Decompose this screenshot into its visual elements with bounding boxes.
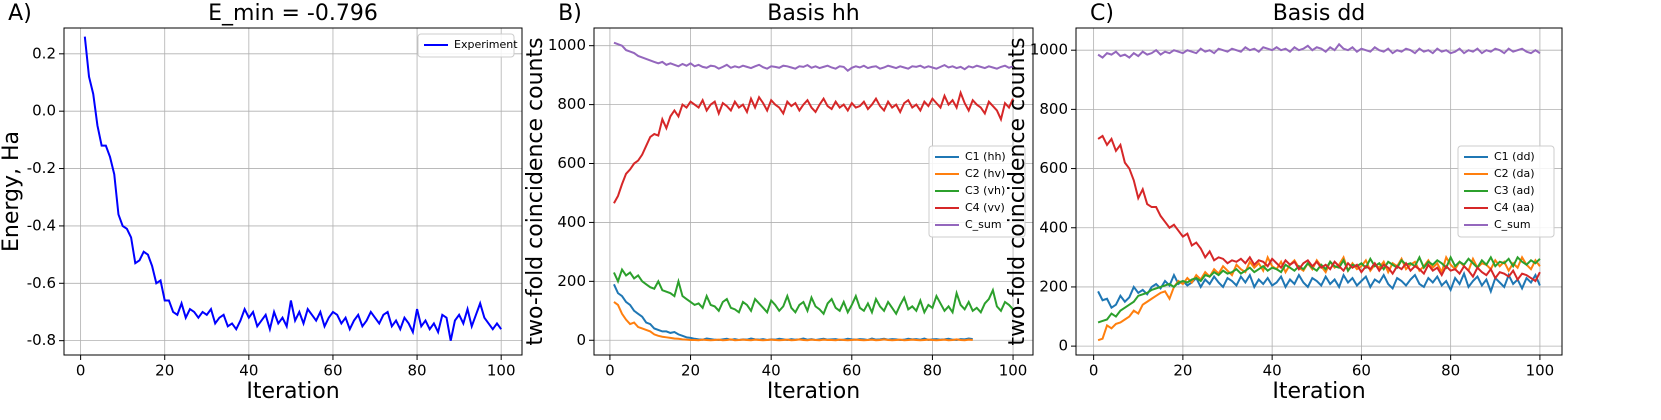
chart-title: Basis hh <box>767 1 860 26</box>
x-tick-label: 0 <box>605 362 615 380</box>
x-tick-label: 20 <box>1173 362 1192 380</box>
data-line <box>1097 270 1541 310</box>
data-line <box>613 267 1014 316</box>
x-tick-label: 40 <box>1263 362 1282 380</box>
legend-label: C2 (hv) <box>965 167 1005 180</box>
y-tick-label: 400 <box>557 213 586 231</box>
panel-label: A) <box>8 1 32 26</box>
x-tick-label: 60 <box>323 362 342 380</box>
plot-frame <box>1075 27 1563 356</box>
legend-label: C_sum <box>965 218 1002 231</box>
x-tick-label: 0 <box>76 362 86 380</box>
data-line <box>1097 254 1541 324</box>
panel-label: B) <box>558 1 582 26</box>
data-line <box>1097 42 1541 59</box>
legend-box <box>928 145 1026 238</box>
x-tick-label: 40 <box>239 362 258 380</box>
legend-label: C_sum <box>1494 218 1531 231</box>
legend-box <box>417 33 515 58</box>
y-tick-label: 400 <box>1039 218 1068 236</box>
chart-title: Basis dd <box>1273 1 1366 26</box>
legend-label: C2 (da) <box>1494 167 1534 180</box>
y-tick-label: 1000 <box>548 36 586 54</box>
x-tick-label: 20 <box>155 362 174 380</box>
legend-label: C3 (ad) <box>1494 184 1534 197</box>
legend-label: C1 (hh) <box>965 150 1006 163</box>
x-tick-label: 80 <box>923 362 942 380</box>
y-tick-label: 600 <box>557 154 586 172</box>
data-line <box>613 41 1014 73</box>
x-tick-label: 0 <box>1089 362 1099 380</box>
y-tick-label: -0.8 <box>27 331 56 349</box>
y-tick-label: 0.2 <box>32 44 56 62</box>
y-tick-label: 200 <box>1039 277 1068 295</box>
x-tick-label: 60 <box>842 362 861 380</box>
x-axis-label: Iteration <box>246 379 339 404</box>
x-axis-label: Iteration <box>767 379 860 404</box>
chart-title: E_min = -0.796 <box>208 1 378 26</box>
y-tick-label: -0.2 <box>27 159 56 177</box>
y-axis-label: two-fold coincidence counts <box>1005 37 1030 345</box>
legend: C1 (hh) C2 (hv) C3 (vh) C4 (vv) C_sum <box>928 145 1026 238</box>
y-axis-label: two-fold coincidence counts <box>523 37 548 345</box>
x-tick-label: 100 <box>999 362 1028 380</box>
x-axis-label: Iteration <box>1272 379 1365 404</box>
legend-box <box>1457 145 1555 238</box>
x-tick-label: 80 <box>408 362 427 380</box>
panel-label: C) <box>1090 1 1114 26</box>
y-tick-label: 0.0 <box>32 102 56 120</box>
data-line <box>613 89 1014 204</box>
plot-frame <box>63 27 523 356</box>
legend: C1 (dd) C2 (da) C3 (ad) C4 (aa) C_sum <box>1457 145 1555 238</box>
panel: 0 20 40 60 80 100 -0.8 -0.6 -0.4 -0.2 0.0 0.2 E_min … <box>0 1 523 404</box>
y-tick-label: 0 <box>576 331 586 349</box>
legend-label: C1 (dd) <box>1494 150 1535 163</box>
x-tick-label: 40 <box>762 362 781 380</box>
x-tick-label: 60 <box>1352 362 1371 380</box>
data-line <box>1097 134 1541 283</box>
y-axis-label: Energy, Ha <box>0 131 24 252</box>
plot-frame <box>593 27 1034 356</box>
x-tick-label: 20 <box>681 362 700 380</box>
legend-label: Experiment <box>454 38 518 51</box>
y-tick-label: 200 <box>557 272 586 290</box>
data-line <box>83 36 502 341</box>
legend-label: C4 (vv) <box>965 201 1005 214</box>
data-line <box>1097 254 1541 342</box>
y-tick-label: 600 <box>1039 159 1068 177</box>
y-tick-label: 0 <box>1058 337 1068 355</box>
x-tick-label: 100 <box>487 362 516 380</box>
x-tick-label: 80 <box>1441 362 1460 380</box>
y-tick-label: -0.4 <box>27 216 56 234</box>
legend-label: C3 (vh) <box>965 184 1005 197</box>
y-tick-label: 1000 <box>1030 41 1068 59</box>
legend-label: C4 (aa) <box>1494 201 1534 214</box>
y-tick-label: 800 <box>1039 100 1068 118</box>
legend: Experiment <box>417 33 518 58</box>
y-tick-label: 800 <box>557 95 586 113</box>
y-tick-label: -0.6 <box>27 274 56 292</box>
data-line <box>613 301 973 342</box>
x-tick-label: 100 <box>1526 362 1555 380</box>
